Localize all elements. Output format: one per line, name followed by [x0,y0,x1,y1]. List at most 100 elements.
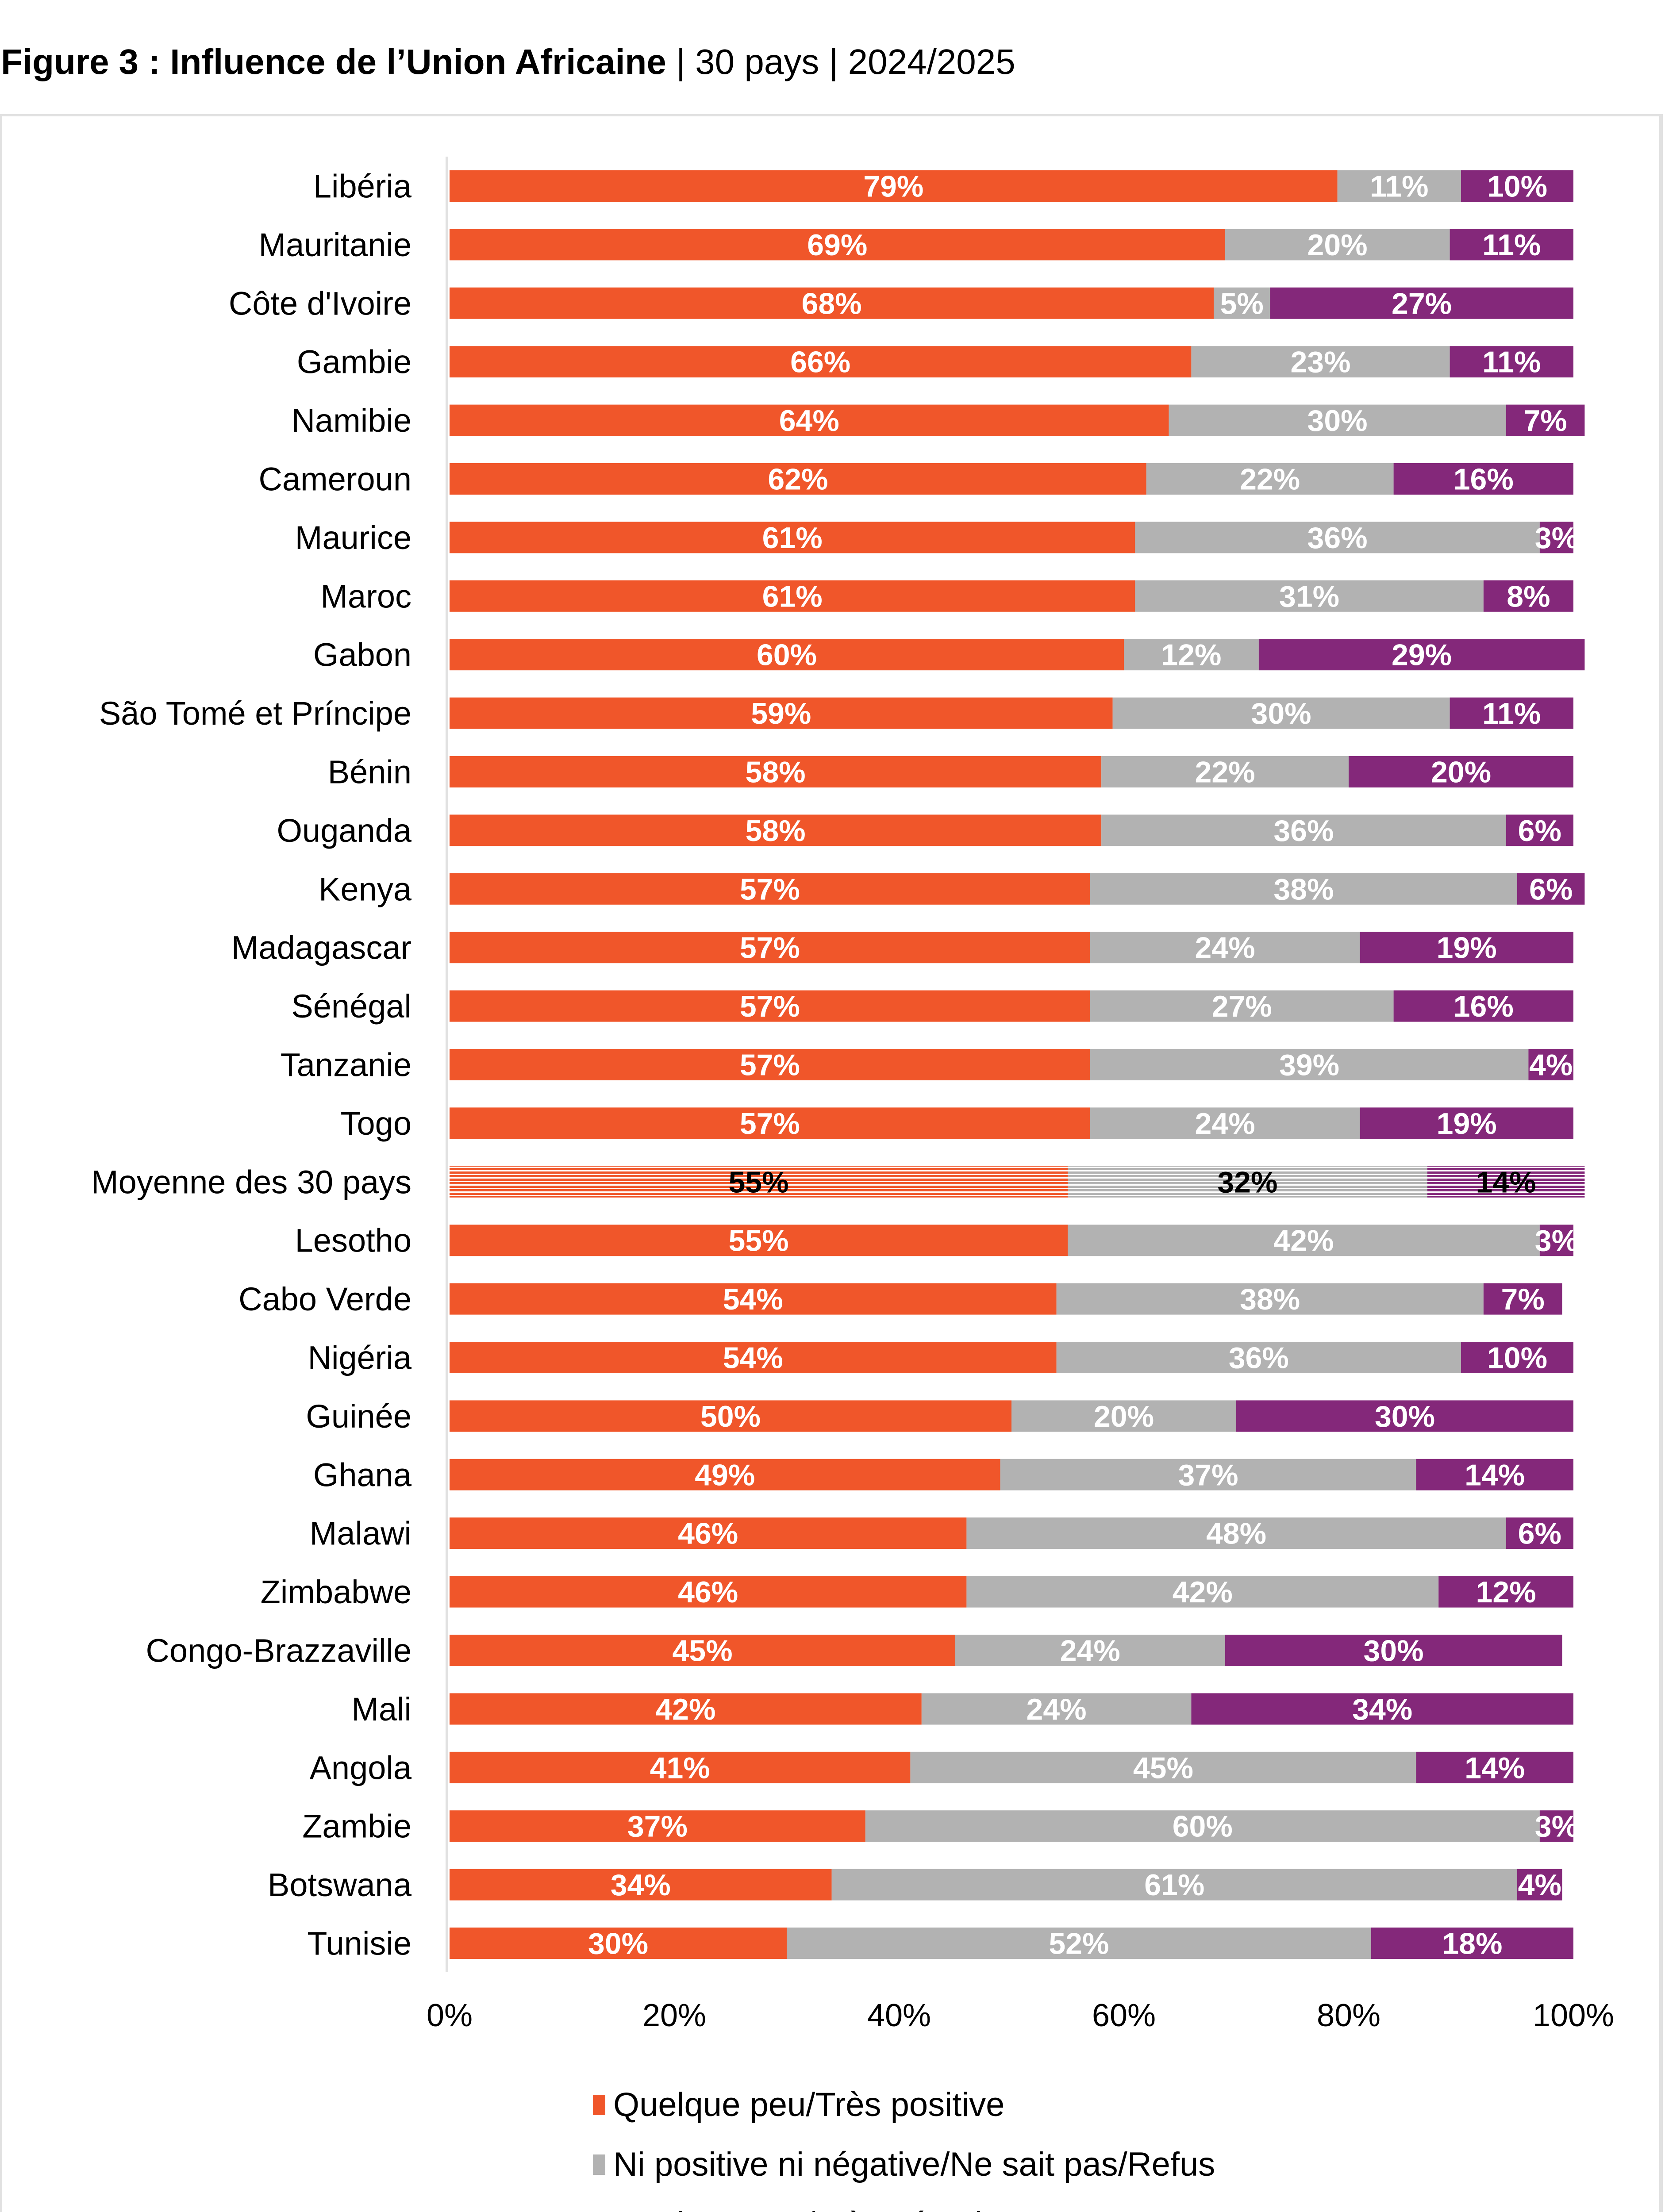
data-label-neutral: 45% [1133,1751,1193,1785]
category-label: Tunisie [307,1925,411,1962]
data-label-positive: 37% [627,1810,688,1843]
bar-segment-neutral [1000,1459,1416,1490]
data-label-positive: 59% [751,697,811,730]
x-tick-label: 60% [1092,1998,1156,2033]
data-label-neutral: 24% [1195,931,1255,965]
data-label-neutral: 24% [1195,1107,1255,1141]
title-countries: 30 pays [695,42,819,81]
bar-segment-negative [1427,1166,1585,1198]
bar-segment-negative [1528,1049,1573,1080]
bar-segment-neutral [910,1751,1416,1783]
bar-segment-neutral [1090,990,1394,1022]
bar-segment-positive [450,229,1225,261]
data-label-neutral: 36% [1307,521,1368,555]
category-label: Maroc [320,578,411,614]
data-label-positive: 64% [779,404,839,438]
bar-segment-positive [450,1869,832,1901]
category-label: Mauritanie [258,227,411,263]
category-label: Libéria [313,168,412,205]
data-label-neutral: 27% [1212,990,1272,1023]
data-label-positive: 41% [650,1751,710,1785]
data-label-negative: 3% [1535,1810,1578,1843]
bar-segment-positive [450,873,1090,905]
category-label: Madagascar [231,929,411,966]
data-label-neutral: 12% [1161,638,1221,672]
bar-segment-neutral [1090,932,1360,964]
data-label-positive: 58% [746,756,806,789]
data-label-negative: 34% [1352,1693,1412,1726]
bar-segment-neutral [1101,814,1506,846]
data-label-positive: 50% [700,1400,761,1433]
data-label-positive: 49% [695,1458,755,1492]
legend-item-neutral: Ni positive ni négative/Ne sait pas/Refu… [593,2135,1215,2194]
data-label-negative: 4% [1529,1048,1573,1082]
data-label-negative: 7% [1523,404,1567,438]
bar-segment-negative [1270,287,1573,319]
bar-segment-neutral [1124,639,1259,671]
bar-segment-neutral [1056,1283,1484,1315]
data-label-positive: 79% [863,170,923,204]
bar-segment-negative [1349,756,1573,787]
data-label-negative: 30% [1375,1400,1435,1433]
data-label-neutral: 31% [1279,580,1339,613]
data-label-neutral: 5% [1220,287,1264,320]
category-label: Malawi [310,1515,411,1552]
category-label: Zambie [302,1808,411,1845]
data-label-positive: 30% [588,1927,648,1961]
data-label-positive: 57% [740,931,800,965]
category-label: Guinée [306,1398,411,1435]
data-label-negative: 6% [1529,872,1573,906]
data-label-negative: 14% [1465,1751,1525,1785]
data-label-positive: 55% [728,1165,788,1199]
category-label: Mali [351,1691,411,1728]
data-label-positive: 62% [768,463,828,496]
data-label-neutral: 52% [1049,1927,1109,1961]
data-label-negative: 29% [1392,638,1452,672]
data-label-neutral: 39% [1279,1048,1339,1082]
data-label-positive: 57% [740,1048,800,1082]
category-label: Congo-Brazzaville [146,1632,412,1669]
x-tick-label: 20% [642,1998,706,2033]
data-label-neutral: 24% [1027,1693,1087,1726]
bar-segment-positive [450,1693,922,1725]
data-label-neutral: 60% [1173,1810,1233,1843]
data-label-positive: 46% [678,1517,738,1551]
bar-segment-positive [450,697,1113,729]
data-label-negative: 18% [1442,1927,1502,1961]
data-label-neutral: 24% [1060,1634,1120,1668]
data-label-negative: 14% [1476,1165,1536,1199]
legend-label: Quelque peu/Très positive [613,2086,1005,2124]
data-label-positive: 34% [611,1868,671,1902]
data-label-negative: 27% [1392,287,1452,320]
bar-segment-positive [450,990,1090,1022]
data-label-positive: 61% [762,580,823,613]
bar-segment-negative [1225,1635,1562,1666]
bar-segment-neutral [1169,404,1506,436]
bar-segment-positive [450,287,1214,319]
bar-segment-positive [450,1049,1090,1080]
data-label-negative: 12% [1476,1575,1536,1609]
legend-swatch-neutral [593,2154,605,2175]
bar-segment-positive [450,1107,1090,1139]
bar-segment-neutral [1090,1049,1529,1080]
bar-segment-negative [1438,1576,1573,1608]
bar-segment-neutral [1068,1166,1427,1198]
bar-segment-negative [1461,1342,1573,1373]
data-label-negative: 7% [1501,1283,1545,1316]
data-label-negative: 10% [1487,1341,1547,1375]
bar-segment-neutral [1135,522,1540,553]
bar-segment-negative [1539,522,1573,553]
category-label: Bénin [328,754,411,791]
category-label: Cameroun [258,461,411,498]
category-label: Ouganda [277,812,412,849]
data-label-neutral: 48% [1206,1517,1266,1551]
bar-segment-neutral [1056,1342,1461,1373]
bar-segment-neutral [1068,1225,1540,1256]
figure-title: Figure 3 : Influence de l’Union Africain… [1,44,1015,80]
bar-segment-negative [1517,1869,1562,1901]
bar-segment-negative [1517,873,1585,905]
category-label: Tanzanie [281,1047,411,1083]
title-period: 2024/2025 [848,42,1015,81]
data-label-neutral: 42% [1173,1575,1233,1609]
bar-segment-negative [1483,1283,1562,1315]
